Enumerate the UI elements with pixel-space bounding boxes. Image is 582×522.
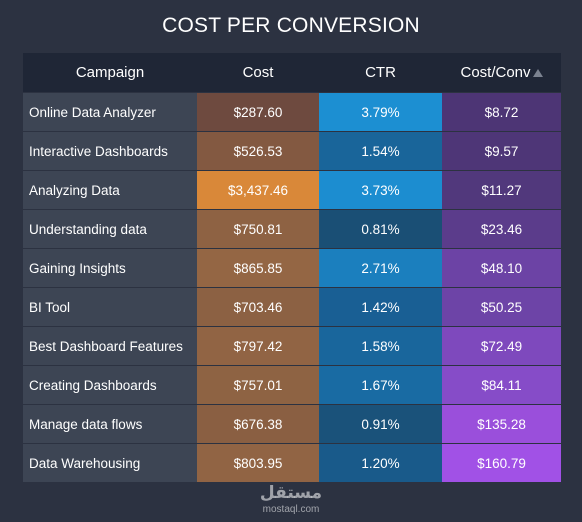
sort-ascending-icon[interactable] (532, 69, 543, 77)
cell-cost: $865.85 (197, 249, 319, 287)
cell-cost-conv: $135.28 (442, 405, 561, 443)
cell-campaign: Best Dashboard Features (23, 327, 197, 365)
cell-cost-conv: $84.11 (442, 366, 561, 404)
watermark-url: mostaql.com (262, 504, 320, 515)
column-header-label: Campaign (75, 64, 145, 81)
cell-ctr: 1.42% (319, 288, 442, 326)
column-header-label: Cost (242, 64, 274, 81)
table-header: Campaign Cost CTR Cost/Conv (23, 53, 561, 92)
column-header-label: CTR (365, 64, 396, 81)
cell-cost: $703.46 (197, 288, 319, 326)
cell-cost-conv: $160.79 (442, 444, 561, 482)
cell-campaign: Manage data flows (23, 405, 197, 443)
cell-cost: $757.01 (197, 366, 319, 404)
cell-ctr: 1.67% (319, 366, 442, 404)
cell-cost-conv: $11.27 (442, 171, 561, 209)
cell-ctr: 0.91% (319, 405, 442, 443)
cell-campaign: Interactive Dashboards (23, 132, 197, 170)
cell-campaign: Online Data Analyzer (23, 93, 197, 131)
cost-per-conversion-table: Campaign Cost CTR Cost/Conv Online Data … (23, 53, 561, 482)
cell-cost: $803.95 (197, 444, 319, 482)
cell-cost-conv: $9.57 (442, 132, 561, 170)
cell-ctr: 1.54% (319, 132, 442, 170)
cell-campaign: Creating Dashboards (23, 366, 197, 404)
cell-ctr: 1.20% (319, 444, 442, 482)
cell-cost-conv: $8.72 (442, 93, 561, 131)
cell-ctr: 0.81% (319, 210, 442, 248)
cell-cost: $3,437.46 (197, 171, 319, 209)
cell-cost: $797.42 (197, 327, 319, 365)
cell-cost: $287.60 (197, 93, 319, 131)
cell-ctr: 3.79% (319, 93, 442, 131)
table-row[interactable]: Data Warehousing $803.95 1.20% $160.79 (23, 443, 561, 482)
cell-cost-conv: $72.49 (442, 327, 561, 365)
cell-campaign: Analyzing Data (23, 171, 197, 209)
cell-ctr: 3.73% (319, 171, 442, 209)
table-row[interactable]: Interactive Dashboards $526.53 1.54% $9.57 (23, 131, 561, 170)
table-row[interactable]: Creating Dashboards $757.01 1.67% $84.11 (23, 365, 561, 404)
cell-campaign: Gaining Insights (23, 249, 197, 287)
cell-cost-conv: $23.46 (442, 210, 561, 248)
table-body: Online Data Analyzer $287.60 3.79% $8.72 Int… (23, 92, 561, 482)
column-header-ctr[interactable]: CTR (319, 53, 442, 92)
cell-ctr: 1.58% (319, 327, 442, 365)
column-header-cost-conv[interactable]: Cost/Conv (442, 53, 561, 92)
cell-campaign: Data Warehousing (23, 444, 197, 482)
column-header-label: Cost/Conv (460, 64, 531, 81)
table-row[interactable]: Online Data Analyzer $287.60 3.79% $8.72 (23, 92, 561, 131)
cell-cost: $676.38 (197, 405, 319, 443)
table-row[interactable]: Understanding data $750.81 0.81% $23.46 (23, 209, 561, 248)
table-row[interactable]: Analyzing Data $3,437.46 3.73% $11.27 (23, 170, 561, 209)
watermark-logo: مستقل (259, 483, 323, 503)
column-header-campaign[interactable]: Campaign (23, 53, 197, 92)
table-row[interactable]: BI Tool $703.46 1.42% $50.25 (23, 287, 561, 326)
cell-cost-conv: $48.10 (442, 249, 561, 287)
column-header-cost[interactable]: Cost (197, 53, 319, 92)
table-row[interactable]: Best Dashboard Features $797.42 1.58% $72.4… (23, 326, 561, 365)
cell-campaign: Understanding data (23, 210, 197, 248)
cell-campaign: BI Tool (23, 288, 197, 326)
table-row[interactable]: Gaining Insights $865.85 2.71% $48.10 (23, 248, 561, 287)
table-row[interactable]: Manage data flows $676.38 0.91% $135.28 (23, 404, 561, 443)
cell-ctr: 2.71% (319, 249, 442, 287)
widget-title: COST PER CONVERSION (162, 14, 420, 37)
cell-cost: $750.81 (197, 210, 319, 248)
cell-cost: $526.53 (197, 132, 319, 170)
watermark: مستقل mostaql.com (0, 484, 582, 515)
cell-cost-conv: $50.25 (442, 288, 561, 326)
